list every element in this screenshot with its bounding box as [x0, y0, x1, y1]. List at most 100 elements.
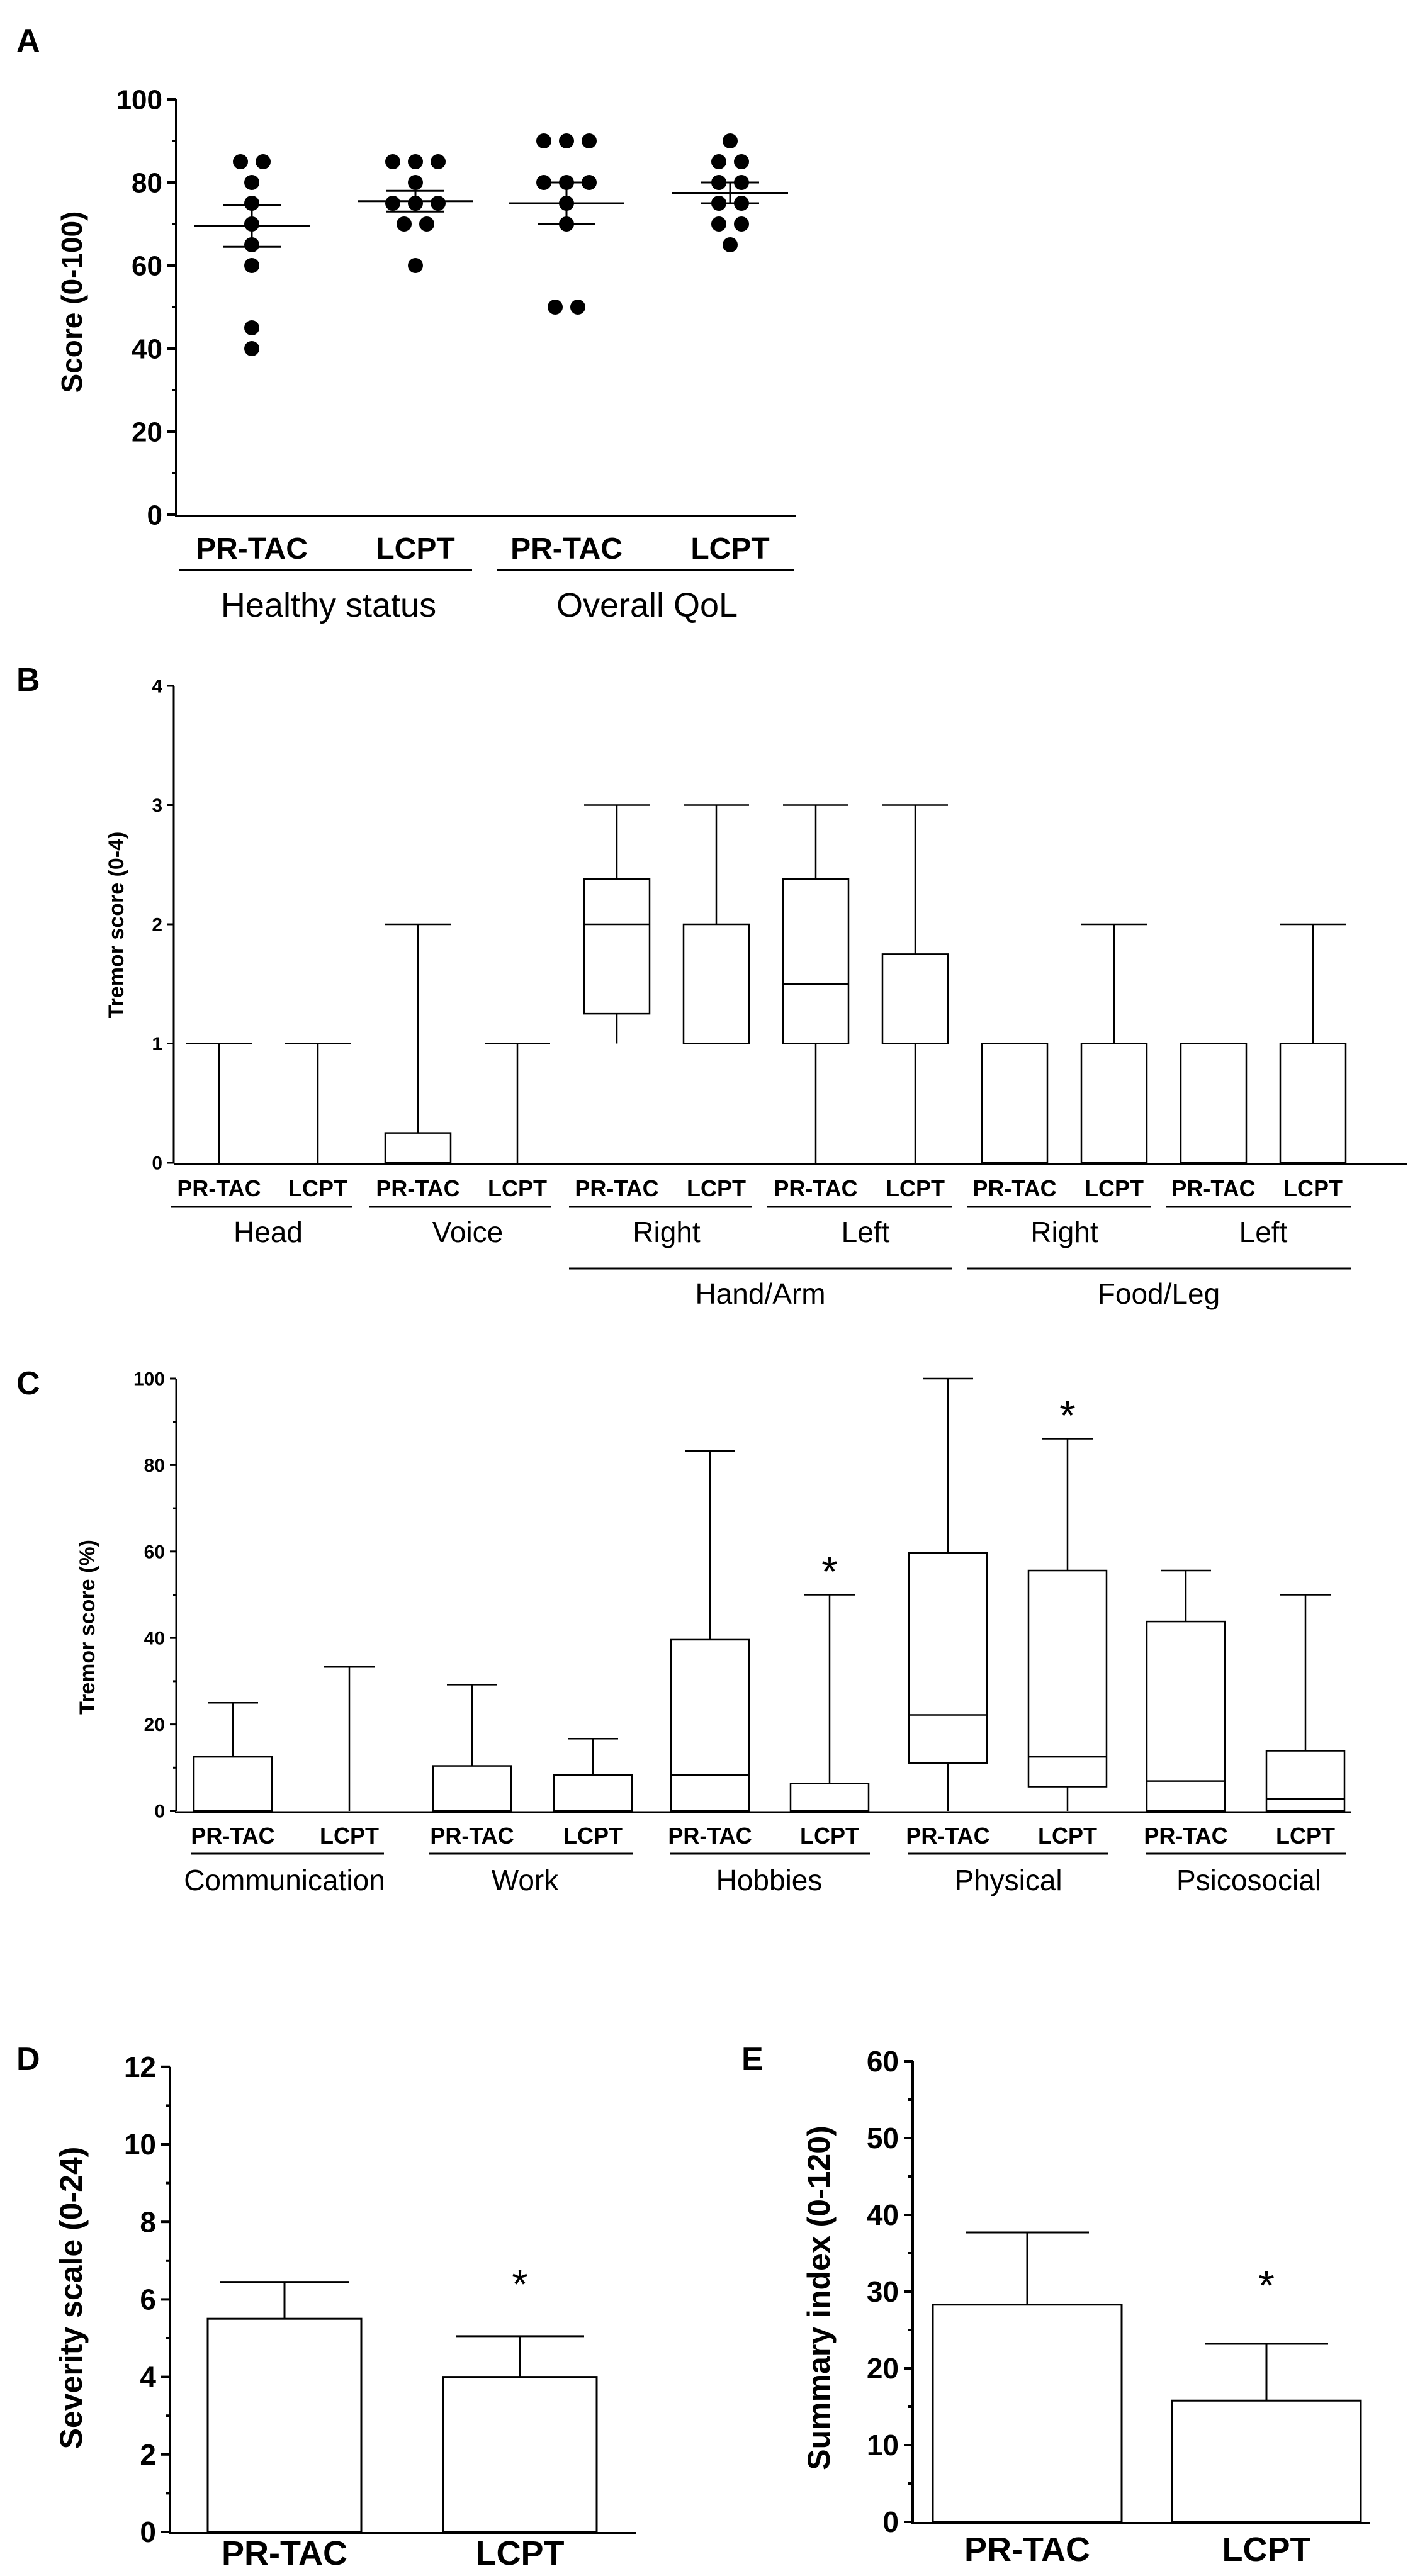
boxes-b — [186, 804, 1347, 1164]
c-y-tick-label: 0 — [154, 1801, 165, 1822]
category-labels-c: PR-TAC LCPT PR-TAC LCPT PR-TAC LCPT PR-T… — [191, 1823, 1335, 1849]
data-point — [536, 133, 551, 148]
data-point — [244, 320, 259, 335]
box-iqr — [553, 1774, 633, 1812]
bars-e: * — [932, 2231, 1362, 2523]
data-point — [734, 216, 749, 232]
d-y-tick-label: 10 — [124, 2128, 156, 2161]
box-iqr — [384, 1132, 452, 1164]
bar — [206, 2317, 363, 2533]
box-iqr — [432, 1765, 512, 1812]
e-y-tick-label: 0 — [882, 2506, 899, 2538]
y-axis-a: 0 20 40 60 80 100 — [116, 84, 178, 530]
data-point — [244, 341, 259, 356]
box-iqr — [789, 1783, 870, 1812]
category-label-c-5: PR-TAC — [668, 1823, 752, 1849]
category-label-d-2: LCPT — [476, 2534, 565, 2572]
group-label-hand-left: Left — [842, 1216, 890, 1248]
data-point — [408, 154, 423, 169]
data-point — [256, 154, 271, 169]
d-y-tick-label: 12 — [124, 2051, 156, 2083]
panel-label-e: E — [741, 2041, 764, 2078]
data-point — [570, 300, 585, 315]
category-label-b-4: LCPT — [488, 1175, 547, 1201]
b-y-tick-label: 3 — [152, 795, 162, 816]
c-y-tick-label: 100 — [133, 1369, 165, 1390]
category-label-c-6: LCPT — [800, 1823, 859, 1849]
category-label-c-2: LCPT — [320, 1823, 379, 1849]
supergroup-label-food-leg: Food/Leg — [1098, 1277, 1220, 1310]
category-label-a-3: PR-TAC — [510, 532, 623, 566]
category-label-c-9: PR-TAC — [1144, 1823, 1227, 1849]
group-label-head: Head — [234, 1216, 303, 1248]
boxes-c — [193, 1377, 1346, 1812]
b-y-tick-label: 2 — [152, 915, 162, 936]
group-label-voice: Voice — [432, 1216, 504, 1248]
category-label-c-4: LCPT — [563, 1823, 623, 1849]
category-label-c-7: PR-TAC — [906, 1823, 989, 1849]
y-axis-label-d: Severity scale (0-24) — [54, 2147, 89, 2450]
box-iqr — [682, 923, 750, 1044]
group-label-hobbies: Hobbies — [716, 1864, 823, 1896]
box-iqr — [1080, 1043, 1148, 1164]
box-iqr — [670, 1638, 750, 1812]
data-point — [408, 175, 423, 190]
significance-star: * — [821, 1548, 838, 1595]
y-axis-label-c: Tremor score (%) — [76, 1540, 99, 1715]
significance-star: * — [512, 2261, 528, 2307]
a-y-tick-label: 20 — [132, 417, 162, 447]
d-y-tick-label: 2 — [140, 2438, 156, 2471]
category-label-a-2: LCPT — [376, 532, 454, 566]
data-point — [548, 300, 563, 315]
box-iqr — [782, 878, 850, 1044]
group-label-overall-qol: Overall QoL — [556, 586, 738, 624]
category-label-a-1: PR-TAC — [196, 532, 308, 566]
panel-label-a: A — [16, 23, 40, 59]
category-label-b-2: LCPT — [288, 1175, 347, 1201]
c-y-tick-label: 20 — [144, 1715, 165, 1735]
significance-star: * — [1059, 1392, 1076, 1438]
group-label-healthy-status: Healthy status — [221, 586, 436, 624]
category-label-b-7: PR-TAC — [774, 1175, 857, 1201]
category-label-a-4: LCPT — [690, 532, 769, 566]
c-y-tick-label: 60 — [144, 1542, 165, 1562]
category-label-e-1: PR-TAC — [964, 2531, 1090, 2568]
e-y-tick-label: 40 — [867, 2198, 899, 2231]
category-labels-b: PR-TAC LCPT PR-TAC LCPT PR-TAC LCPT PR-T… — [177, 1175, 1343, 1201]
y-axis-b: 0 1 2 3 4 — [152, 676, 175, 1174]
box-iqr — [583, 878, 651, 1015]
box-iqr — [1146, 1620, 1226, 1812]
category-label-e-2: LCPT — [1222, 2531, 1311, 2568]
data-point — [385, 154, 400, 169]
box-iqr — [193, 1756, 273, 1812]
data-point — [244, 258, 259, 273]
data-point — [419, 216, 434, 232]
box-iqr — [908, 1552, 988, 1764]
data-point — [431, 154, 446, 169]
y-axis-label-e: Summary index (0-120) — [801, 2125, 837, 2470]
data-point — [734, 154, 749, 169]
a-y-tick-label: 80 — [132, 167, 162, 198]
data-point — [559, 133, 574, 148]
data-point — [711, 154, 726, 169]
d-y-tick-label: 6 — [140, 2283, 156, 2316]
d-y-tick-label: 4 — [140, 2361, 156, 2394]
box-iqr — [1265, 1750, 1346, 1812]
category-label-b-3: PR-TAC — [376, 1175, 459, 1201]
y-axis-e: 0 10 20 30 40 50 60 — [867, 2045, 914, 2538]
data-point — [723, 237, 738, 252]
significance-c: ** — [821, 1392, 1076, 1594]
data-points-a — [233, 133, 749, 356]
b-y-tick-label: 1 — [152, 1034, 162, 1055]
data-point — [244, 175, 259, 190]
data-point — [582, 133, 597, 148]
panel-label-b: B — [16, 662, 40, 698]
group-label-physical: Physical — [954, 1864, 1062, 1896]
data-point — [244, 196, 259, 211]
category-label-b-6: LCPT — [687, 1175, 746, 1201]
data-point — [431, 196, 446, 211]
y-axis-d: 0 2 4 6 8 10 12 — [124, 2051, 171, 2548]
e-y-tick-label: 10 — [867, 2429, 899, 2461]
